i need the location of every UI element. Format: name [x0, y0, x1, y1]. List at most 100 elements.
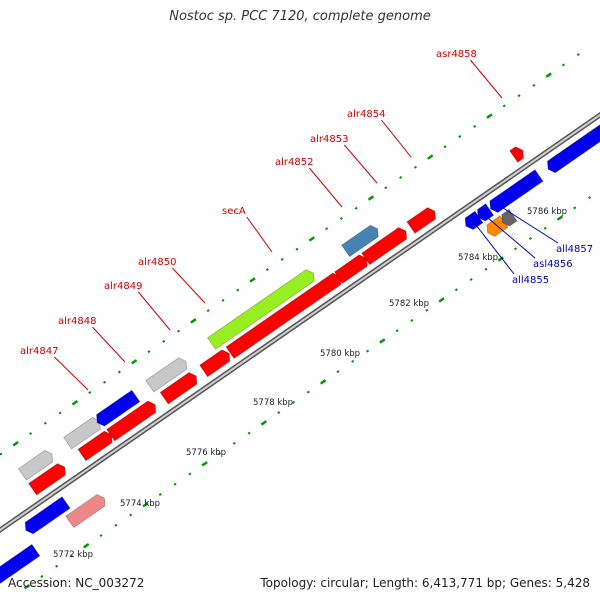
gene-red — [199, 349, 231, 378]
gene-grey — [17, 450, 54, 481]
gene-blue — [96, 389, 141, 427]
tick-minor — [517, 94, 521, 98]
tick-minor — [232, 441, 236, 445]
gene-label-secA: secA — [222, 206, 246, 217]
ruler-label: 5776 kbp — [186, 448, 226, 458]
tick-major — [486, 113, 493, 119]
tick-minor — [543, 226, 547, 230]
tick-major — [249, 277, 256, 283]
tick-minor — [28, 431, 33, 436]
tick-minor — [295, 247, 299, 251]
label-leader — [470, 59, 503, 99]
tick-minor — [173, 482, 177, 486]
gene-blue — [464, 210, 484, 230]
tick-minor — [351, 359, 355, 363]
accession-label: Accession: NC_003272 — [8, 576, 145, 590]
gene-label-alr4850: alr4850 — [138, 257, 176, 268]
tick-major — [260, 420, 268, 426]
gene-green — [206, 269, 315, 350]
gene-red — [509, 146, 524, 163]
tick-minor — [247, 431, 251, 435]
label-leader — [138, 291, 171, 331]
gene-label-alr4854: alr4854 — [347, 109, 385, 120]
tick-minor — [265, 268, 269, 272]
gene-grey — [63, 417, 101, 450]
ruler-label: 5772 kbp — [53, 550, 93, 560]
tick-minor — [162, 339, 166, 343]
tick-minor — [514, 247, 518, 251]
tick-major — [379, 338, 386, 344]
gene-grey — [145, 357, 188, 393]
label-leader — [381, 119, 412, 158]
tick-minor — [306, 390, 310, 394]
tick-minor — [99, 533, 103, 537]
label-leader — [344, 144, 378, 184]
tick-minor — [277, 411, 281, 415]
label-leader — [92, 326, 126, 363]
gene-red — [77, 430, 113, 462]
tick-minor — [532, 83, 536, 87]
tick-major — [12, 441, 19, 447]
tick-major — [556, 215, 564, 221]
label-leader — [246, 216, 273, 253]
tick-minor — [410, 318, 414, 322]
tick-minor — [221, 298, 225, 302]
tick-minor — [325, 227, 329, 231]
tick-minor — [561, 63, 566, 67]
label-leader — [54, 356, 89, 391]
tick-major — [201, 461, 208, 467]
tick-minor — [395, 329, 399, 333]
tick-minor — [454, 288, 458, 292]
gene-label-alr4853: alr4853 — [310, 134, 348, 145]
tick-minor — [588, 196, 592, 200]
gene-blue — [596, 124, 600, 137]
tick-minor — [43, 421, 47, 425]
gene-blue — [477, 203, 495, 222]
tick-minor — [114, 523, 118, 527]
backbone — [0, 113, 600, 532]
tick-minor — [117, 370, 121, 374]
tick-minor — [336, 370, 340, 374]
tick-major — [308, 236, 315, 242]
label-leader — [309, 167, 343, 208]
tick-minor — [528, 237, 532, 241]
tick-minor — [88, 391, 92, 395]
gene-label-alr4847: alr4847 — [20, 346, 58, 357]
tick-minor — [469, 277, 473, 282]
gene-red — [28, 463, 66, 496]
label-leader — [172, 267, 206, 304]
ruler-label: 5780 kbp — [320, 349, 360, 359]
gene-blue — [0, 543, 41, 584]
label-leader — [475, 224, 515, 275]
gene-steelblue — [341, 224, 379, 258]
gene-label-all4857: all4857 — [556, 244, 593, 255]
tick-minor — [158, 493, 162, 497]
ruler-label: 5774 kbp — [120, 499, 160, 509]
gene-red — [334, 254, 368, 284]
gene-darkgrey — [501, 208, 518, 227]
gene-red — [406, 207, 436, 234]
tick-minor — [291, 400, 296, 404]
tick-minor — [425, 308, 429, 312]
tick-minor — [280, 257, 284, 261]
tick-minor — [413, 165, 417, 169]
gene-red — [106, 400, 157, 442]
tick-major — [545, 72, 552, 78]
tick-major — [83, 542, 90, 549]
gene-blue — [546, 126, 600, 174]
tick-minor — [0, 452, 3, 456]
tick-minor — [102, 380, 107, 384]
tick-minor — [458, 135, 462, 139]
gene-label-alr4849: alr4849 — [104, 281, 142, 292]
gene-label-asl4856: asl4856 — [533, 259, 573, 270]
tick-minor — [484, 267, 488, 271]
tick-minor — [55, 564, 59, 568]
tick-minor — [473, 124, 477, 128]
gene-red — [361, 227, 408, 266]
tick-minor — [58, 411, 62, 415]
label-leader — [487, 217, 536, 259]
tick-major — [23, 583, 31, 590]
gene-label-alr4848: alr4848 — [58, 316, 96, 327]
